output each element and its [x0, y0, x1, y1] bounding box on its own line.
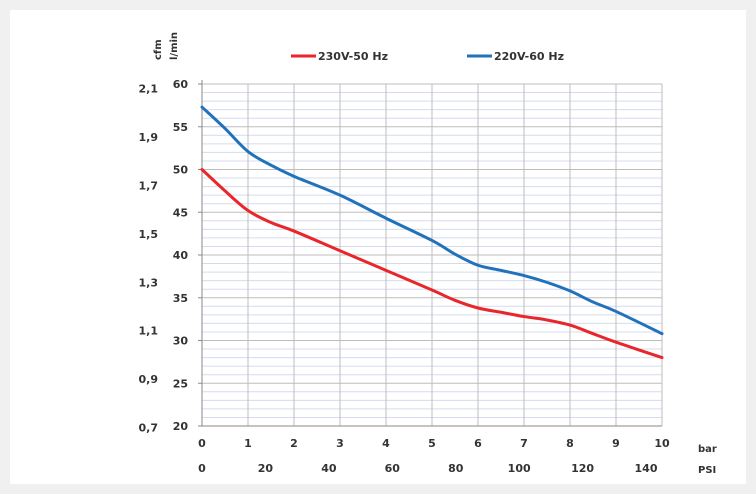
cfm-tick-label: 0,7: [139, 422, 159, 435]
lmin-tick-label: 55: [173, 121, 188, 134]
psi-tick-label: 40: [321, 462, 337, 475]
bar-tick-label: 8: [566, 437, 574, 450]
chart-frame: 0,7 0,9 1,1 1,3 1,5 1,7 1,9 2,1 20 25 30 35 40 45 50 5…: [10, 10, 746, 484]
legend: 230V-50 Hz 220V-60 Hz: [291, 50, 564, 63]
cfm-tick-label: 1,1: [139, 325, 159, 338]
cfm-tick-label: 1,3: [139, 276, 159, 289]
lmin-tick-label: 30: [173, 335, 189, 348]
bar-tick-label: 4: [382, 437, 390, 450]
lmin-tick-label: 40: [173, 249, 189, 262]
psi-tick-labels: 0 20 40 60 80 100 120 140: [198, 462, 658, 475]
bar-tick-labels: 0 1 2 3 4 5 6 7 8 9 10: [198, 437, 670, 450]
bar-tick-label: 2: [290, 437, 298, 450]
bar-tick-label: 0: [198, 437, 206, 450]
bar-axis-label: bar: [698, 444, 717, 455]
lmin-tick-label: 25: [173, 377, 188, 390]
bar-tick-label: 6: [474, 437, 482, 450]
bar-tick-label: 10: [654, 437, 670, 450]
lmin-axis-label: l/min: [169, 32, 180, 60]
psi-tick-label: 100: [508, 462, 531, 475]
lmin-tick-label: 45: [173, 206, 188, 219]
line-chart: 0,70,91,11,31,51,71,92,1 202530354045505…: [139, 32, 717, 476]
legend-label-230v: 230V-50 Hz: [318, 50, 388, 63]
bar-tick-label: 5: [428, 437, 436, 450]
cfm-tick-label: 1,9: [139, 131, 159, 144]
series-line-220v-60hz: [200, 105, 664, 336]
series-line-230v-50hz: [200, 168, 664, 360]
lmin-tick-label: 50: [173, 164, 189, 177]
lmin-tick-labels: 20 25 30 35 40 45 50 55 60: [173, 78, 189, 433]
lmin-tick-label: 35: [173, 292, 188, 305]
lmin-tick-label: 60: [173, 78, 189, 91]
psi-tick-label: 20: [258, 462, 274, 475]
major-grid: [201, 83, 663, 427]
psi-tick-label: 80: [448, 462, 464, 475]
bar-tick-label: 1: [244, 437, 252, 450]
cfm-tick-label: 1,7: [139, 179, 159, 192]
axes: [198, 80, 662, 427]
bar-tick-label: 3: [336, 437, 344, 450]
psi-tick-label: 120: [571, 462, 594, 475]
cfm-tick-labels: 0,7 0,9 1,1 1,3 1,5 1,7 1,9 2,1: [139, 83, 159, 435]
series-lines: [200, 105, 664, 360]
cfm-tick-label: 0,9: [139, 373, 159, 386]
psi-axis-label: PSI: [698, 465, 716, 476]
psi-tick-label: 0: [198, 462, 206, 475]
lmin-tick-label: 20: [173, 420, 189, 433]
cfm-tick-label: 1,5: [139, 228, 159, 241]
psi-tick-label: 60: [385, 462, 401, 475]
psi-tick-label: 140: [635, 462, 658, 475]
cfm-axis-label: cfm: [153, 39, 164, 60]
bar-tick-label: 9: [612, 437, 620, 450]
cfm-tick-label: 2,1: [139, 83, 159, 96]
bar-tick-label: 7: [520, 437, 528, 450]
legend-label-220v: 220V-60 Hz: [494, 50, 564, 63]
